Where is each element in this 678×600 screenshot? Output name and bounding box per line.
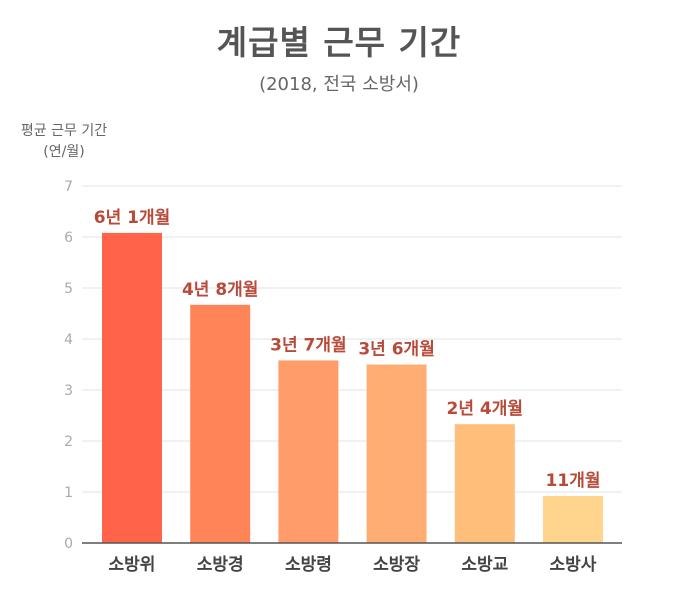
y-tick-label: 3 bbox=[64, 383, 73, 399]
data-label: 3년 6개월 bbox=[358, 340, 435, 360]
bar bbox=[190, 304, 251, 543]
bar bbox=[543, 496, 603, 543]
x-category-label: 소방사 bbox=[550, 555, 597, 575]
x-category-label: 소방교 bbox=[461, 555, 508, 575]
y-tick-label: 1 bbox=[64, 485, 73, 501]
y-tick-label: 5 bbox=[64, 281, 73, 297]
y-tick-label: 6 bbox=[64, 230, 73, 246]
data-label: 3년 7개월 bbox=[270, 335, 347, 355]
y-axis-label-line1: 평균 근무 기간 bbox=[20, 123, 108, 139]
bar bbox=[102, 232, 162, 544]
y-tick-label: 7 bbox=[64, 179, 73, 195]
y-axis-label: 평균 근무 기간 (연/월) bbox=[14, 121, 114, 163]
chart-title: 계급별 근무 기간 bbox=[216, 23, 462, 62]
bar bbox=[366, 364, 427, 543]
y-axis-label-line2: (연/월) bbox=[43, 144, 85, 160]
data-label: 6년 1개월 bbox=[94, 208, 171, 228]
data-label: 4년 8개월 bbox=[182, 280, 259, 300]
data-label: 2년 4개월 bbox=[447, 399, 524, 419]
y-tick-label: 0 bbox=[64, 536, 73, 552]
chart-subtitle: (2018, 전국 소방서) bbox=[259, 74, 419, 95]
y-tick-label: 4 bbox=[64, 332, 73, 348]
x-category-label: 소방위 bbox=[109, 555, 156, 575]
data-label: 11개월 bbox=[546, 471, 601, 491]
bar bbox=[278, 360, 339, 543]
x-category-label: 소방장 bbox=[373, 555, 420, 575]
y-tick-label: 2 bbox=[64, 434, 73, 450]
x-category-label: 소방령 bbox=[285, 554, 332, 575]
bar bbox=[454, 424, 515, 543]
x-category-label: 소방경 bbox=[197, 555, 244, 575]
